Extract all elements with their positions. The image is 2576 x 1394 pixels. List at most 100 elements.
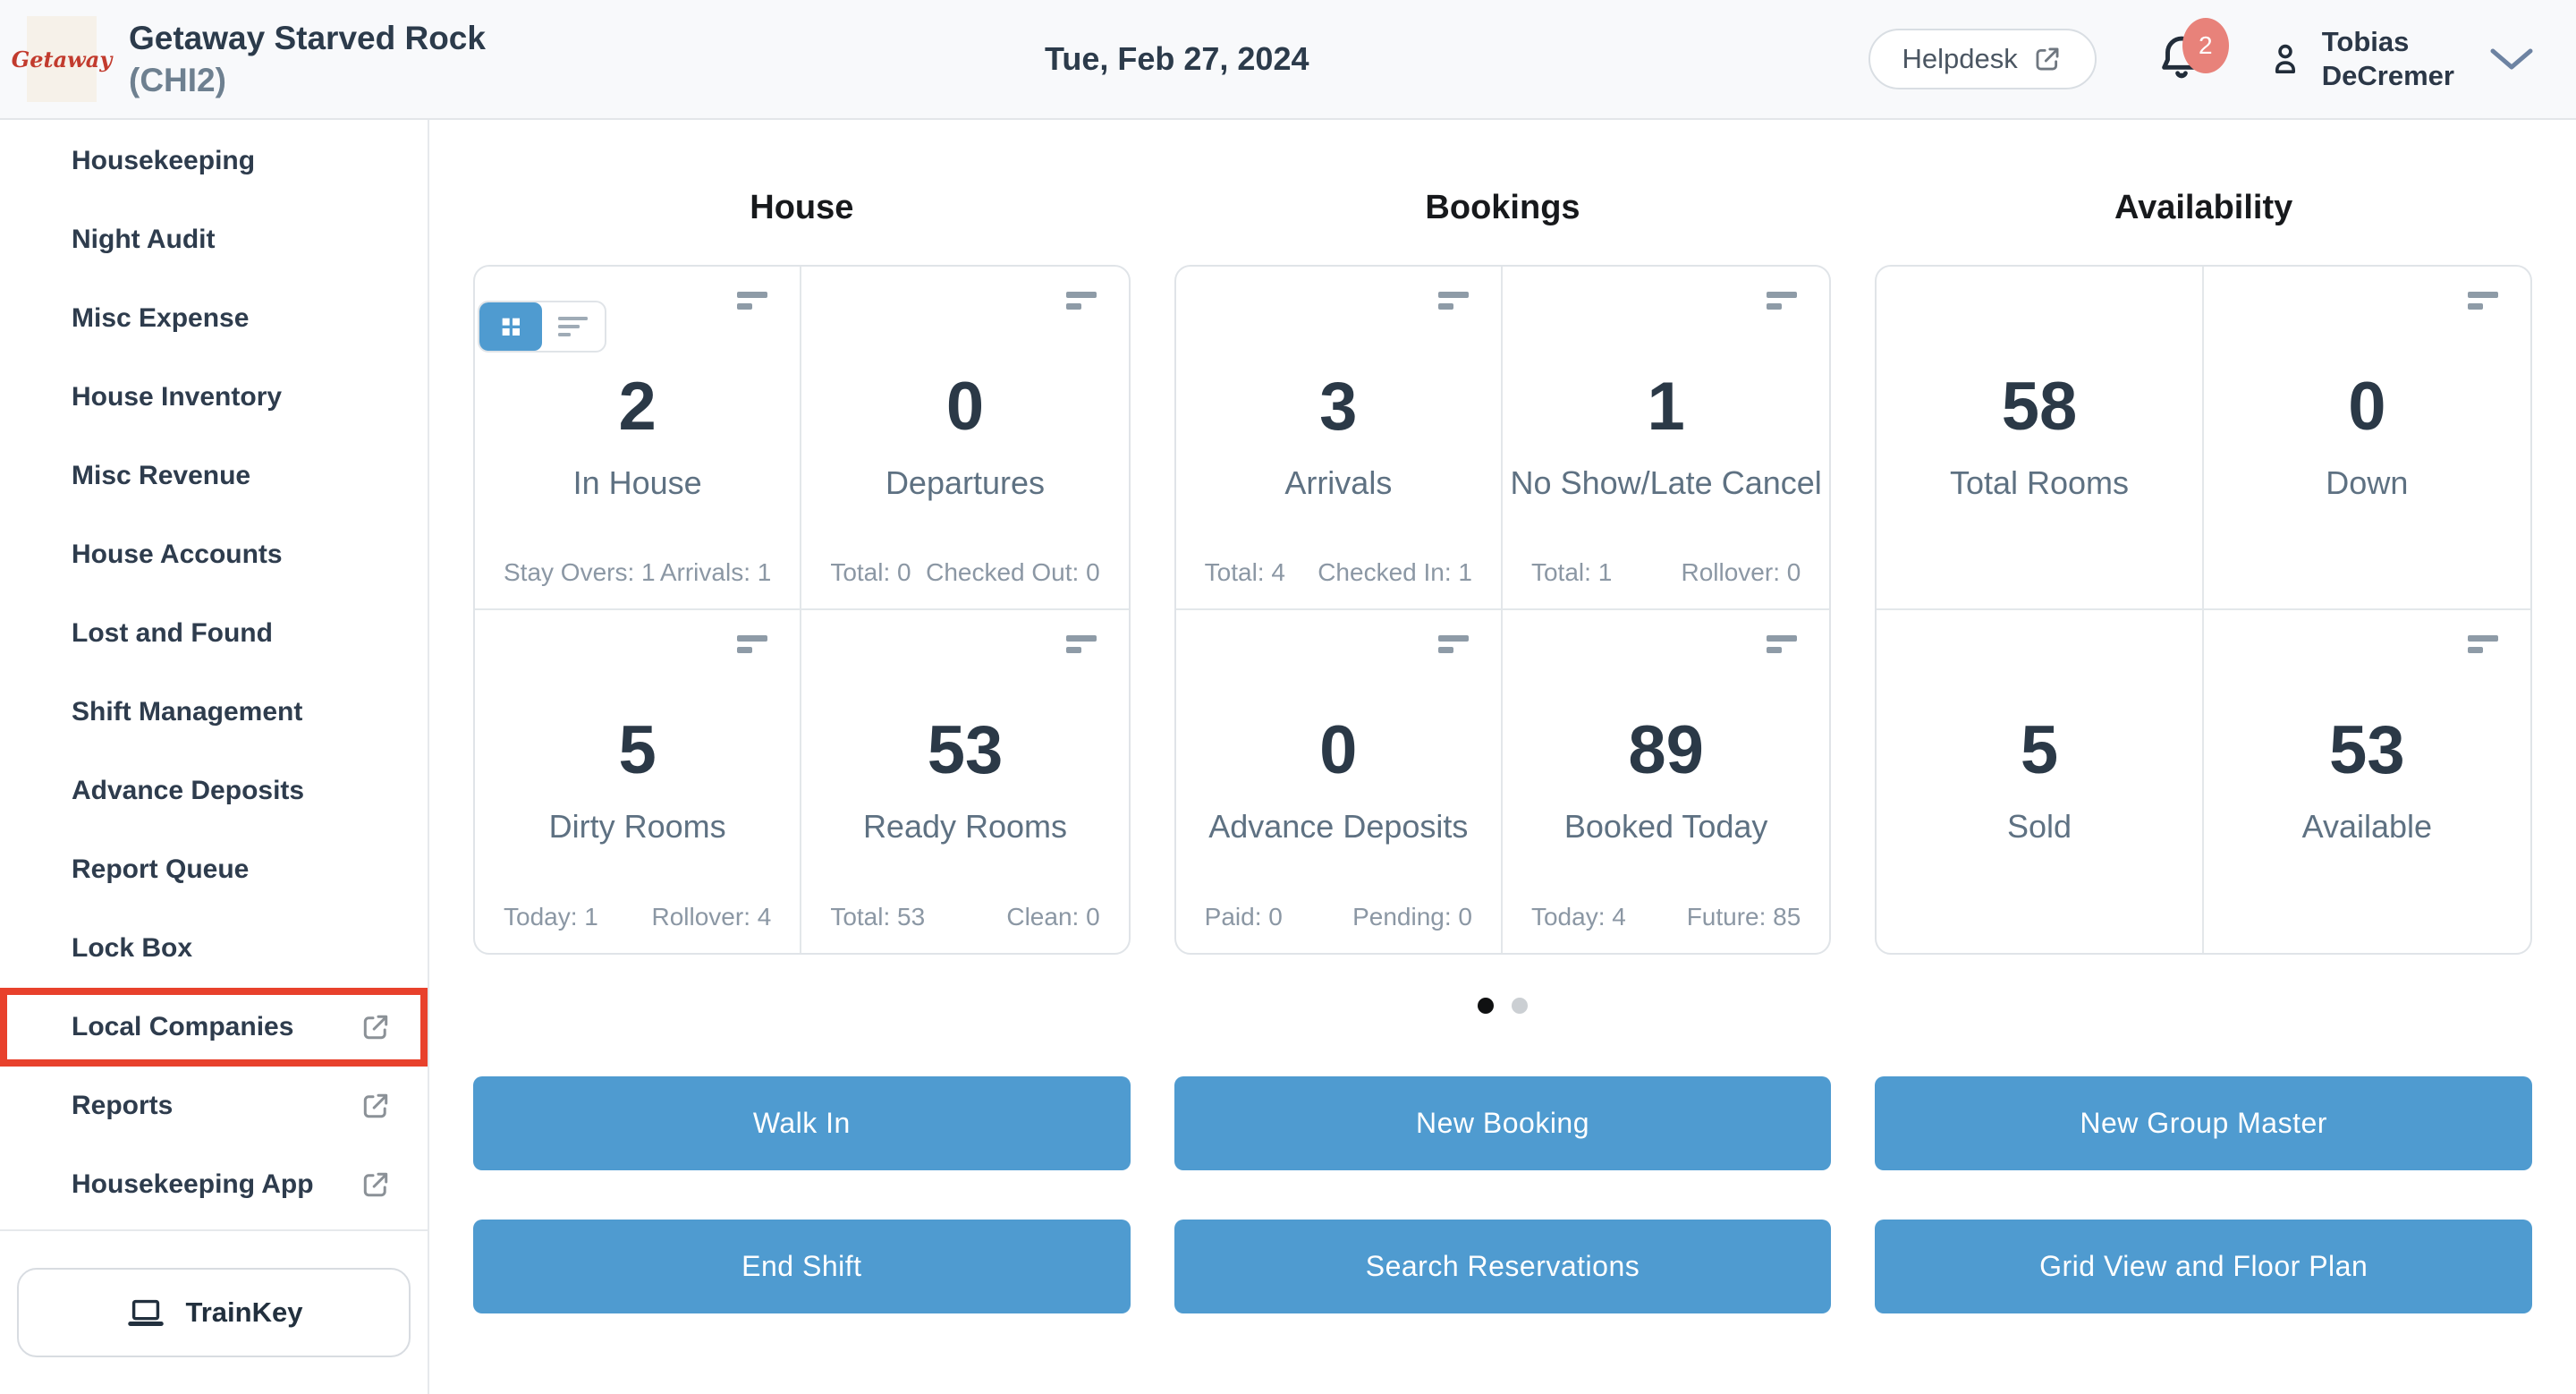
stat-value: 0 — [945, 368, 985, 445]
stat-label: No Show/Late Cancel — [1510, 463, 1822, 501]
section-availability: 58 Total Rooms 0 Down 5 Sold 53 Available — [1875, 265, 2532, 955]
user-icon — [2265, 38, 2306, 80]
section-titles-row: House Bookings Availability — [473, 184, 2532, 231]
laptop-icon — [125, 1292, 166, 1333]
external-link-icon — [2032, 44, 2063, 74]
menu-bar — [1437, 634, 1469, 642]
action-button-grid-view-and-floor-plan[interactable]: Grid View and Floor Plan — [1875, 1220, 2532, 1313]
sidebar-item-report-queue[interactable]: Report Queue — [0, 830, 428, 909]
stat-footer-item: Clean: 0 — [1006, 903, 1100, 931]
card-menu-icon[interactable] — [1437, 292, 1469, 310]
stat-footer-item: Today: 4 — [1530, 903, 1626, 931]
sidebar-item-shift-management[interactable]: Shift Management — [0, 673, 428, 752]
carousel-dot-2[interactable] — [1512, 998, 1528, 1014]
stat-card-in-house[interactable]: 2 In House Stay Overs: 1 Arrivals: 1 — [475, 267, 802, 610]
sidebar-item-misc-revenue[interactable]: Misc Revenue — [0, 437, 428, 515]
action-button-end-shift[interactable]: End Shift — [473, 1220, 1131, 1313]
sidebar-item-label: Lost and Found — [72, 618, 273, 648]
carousel-dots — [473, 998, 2532, 1014]
stat-card-down[interactable]: 0 Down — [2203, 267, 2530, 610]
sidebar-item-house-inventory[interactable]: House Inventory — [0, 358, 428, 437]
menu-bar — [1065, 634, 1097, 642]
stat-card-booked-today[interactable]: 89 Booked Today Today: 4 Future: 85 — [1503, 610, 1829, 954]
menu-bar — [2468, 646, 2483, 653]
action-button-new-booking[interactable]: New Booking — [1174, 1076, 1832, 1170]
sidebar-item-misc-expense[interactable]: Misc Expense — [0, 279, 428, 358]
app-body: Housekeeping Night Audit Misc Expense House… — [0, 120, 2576, 1394]
sidebar: Housekeeping Night Audit Misc Expense House… — [0, 120, 429, 1394]
sidebar-item-lost-and-found[interactable]: Lost and Found — [0, 594, 428, 673]
stat-card-ready-rooms[interactable]: 53 Ready Rooms Total: 53 Clean: 0 — [801, 610, 1128, 954]
card-menu-icon[interactable] — [737, 634, 768, 653]
sidebar-item-housekeeping-app[interactable]: Housekeeping App — [0, 1145, 428, 1224]
user-menu[interactable]: Tobias DeCremer — [2265, 25, 2454, 93]
action-button-new-group-master[interactable]: New Group Master — [1875, 1076, 2532, 1170]
action-button-walk-in[interactable]: Walk In — [473, 1076, 1131, 1170]
stat-label: In House — [572, 463, 702, 501]
app-logo[interactable]: Getaway — [12, 16, 112, 102]
card-menu-icon[interactable] — [1065, 292, 1097, 310]
stat-footer-item: Total: 53 — [830, 903, 926, 931]
stat-footer-item: Stay Overs: 1 — [504, 557, 656, 586]
card-menu-icon[interactable] — [2468, 292, 2498, 310]
card-menu-icon[interactable] — [1437, 634, 1469, 653]
stat-label: Down — [2326, 463, 2409, 501]
trainkey-button[interactable]: TrainKey — [17, 1268, 411, 1357]
notifications-button[interactable]: 2 — [2154, 18, 2229, 88]
grid-view-toggle[interactable] — [479, 302, 542, 351]
sections-grid: 2 In House Stay Overs: 1 Arrivals: 1 0 Depart… — [473, 265, 2532, 955]
stat-card-no-show-late-cancel[interactable]: 1 No Show/Late Cancel Total: 1 Rollover: 0 — [1502, 267, 1830, 610]
menu-bar — [2468, 303, 2483, 310]
stat-card-dirty-rooms[interactable]: 5 Dirty Rooms Today: 1 Rollover: 4 — [475, 609, 802, 953]
sidebar-item-label: Housekeeping App — [72, 1169, 314, 1199]
sidebar-item-label: Shift Management — [72, 697, 303, 727]
current-date: Tue, Feb 27, 2024 — [1045, 40, 1309, 77]
main-content: House Bookings Availability 2 In House Stay … — [429, 120, 2576, 1394]
stat-footer-item: Checked Out: 0 — [926, 557, 1100, 586]
stat-value: 1 — [1647, 368, 1685, 445]
notification-badge: 2 — [2182, 18, 2229, 73]
sidebar-item-night-audit[interactable]: Night Audit — [0, 200, 428, 279]
list-view-toggle[interactable] — [542, 302, 605, 351]
sidebar-nav: Housekeeping Night Audit Misc Expense House… — [0, 120, 428, 1229]
sidebar-item-house-accounts[interactable]: House Accounts — [0, 515, 428, 594]
view-toggle — [478, 301, 606, 353]
stat-card-total-rooms[interactable]: 58 Total Rooms — [1877, 267, 2204, 610]
stat-label: Ready Rooms — [862, 808, 1068, 846]
section-title-house: House — [750, 188, 854, 226]
stat-card-arrivals[interactable]: 3 Arrivals Total: 4 Checked In: 1 — [1175, 267, 1503, 610]
helpdesk-button[interactable]: Helpdesk — [1868, 29, 2097, 89]
action-button-search-reservations[interactable]: Search Reservations — [1174, 1220, 1832, 1313]
carousel-dot-1[interactable] — [1478, 998, 1494, 1014]
card-menu-icon[interactable] — [1767, 634, 1798, 653]
stat-value: 53 — [927, 712, 1004, 789]
list-view-icon — [557, 314, 589, 339]
section-title-bookings: Bookings — [1425, 188, 1580, 226]
card-menu-icon[interactable] — [1767, 292, 1798, 310]
menu-bar — [737, 303, 753, 310]
sidebar-item-local-companies[interactable]: Local Companies — [0, 988, 428, 1067]
stat-value: 53 — [2329, 712, 2405, 789]
sidebar-item-advance-deposits[interactable]: Advance Deposits — [0, 752, 428, 830]
stat-value: 0 — [2348, 368, 2386, 445]
stat-card-advance-deposits[interactable]: 0 Advance Deposits Paid: 0 Pending: 0 — [1176, 609, 1503, 953]
sidebar-item-housekeeping[interactable]: Housekeeping — [0, 122, 428, 200]
menu-bar — [2468, 292, 2498, 298]
stat-card-available[interactable]: 53 Available — [2204, 610, 2530, 954]
stat-value: 5 — [2020, 712, 2059, 789]
stat-value: 0 — [1319, 712, 1358, 789]
stat-card-departures[interactable]: 0 Departures Total: 0 Checked Out: 0 — [801, 267, 1129, 610]
sidebar-item-reports[interactable]: Reports — [0, 1067, 428, 1145]
chevron-down-icon[interactable] — [2488, 46, 2535, 72]
menu-bar — [1767, 303, 1783, 310]
card-menu-icon[interactable] — [2468, 634, 2498, 653]
stat-value: 5 — [618, 712, 657, 789]
card-menu-icon[interactable] — [1065, 634, 1097, 653]
card-menu-icon[interactable] — [737, 292, 768, 310]
user-name-line1: Tobias — [2321, 26, 2410, 58]
header: Getaway Getaway Starved Rock (CHI2) Tue,… — [0, 0, 2576, 120]
stat-card-sold[interactable]: 5 Sold — [1877, 609, 2204, 953]
stat-footer: Total: 4 Checked In: 1 — [1205, 558, 1472, 587]
user-name-line2: DeCremer — [2321, 60, 2454, 91]
sidebar-item-lock-box[interactable]: Lock Box — [0, 909, 428, 988]
